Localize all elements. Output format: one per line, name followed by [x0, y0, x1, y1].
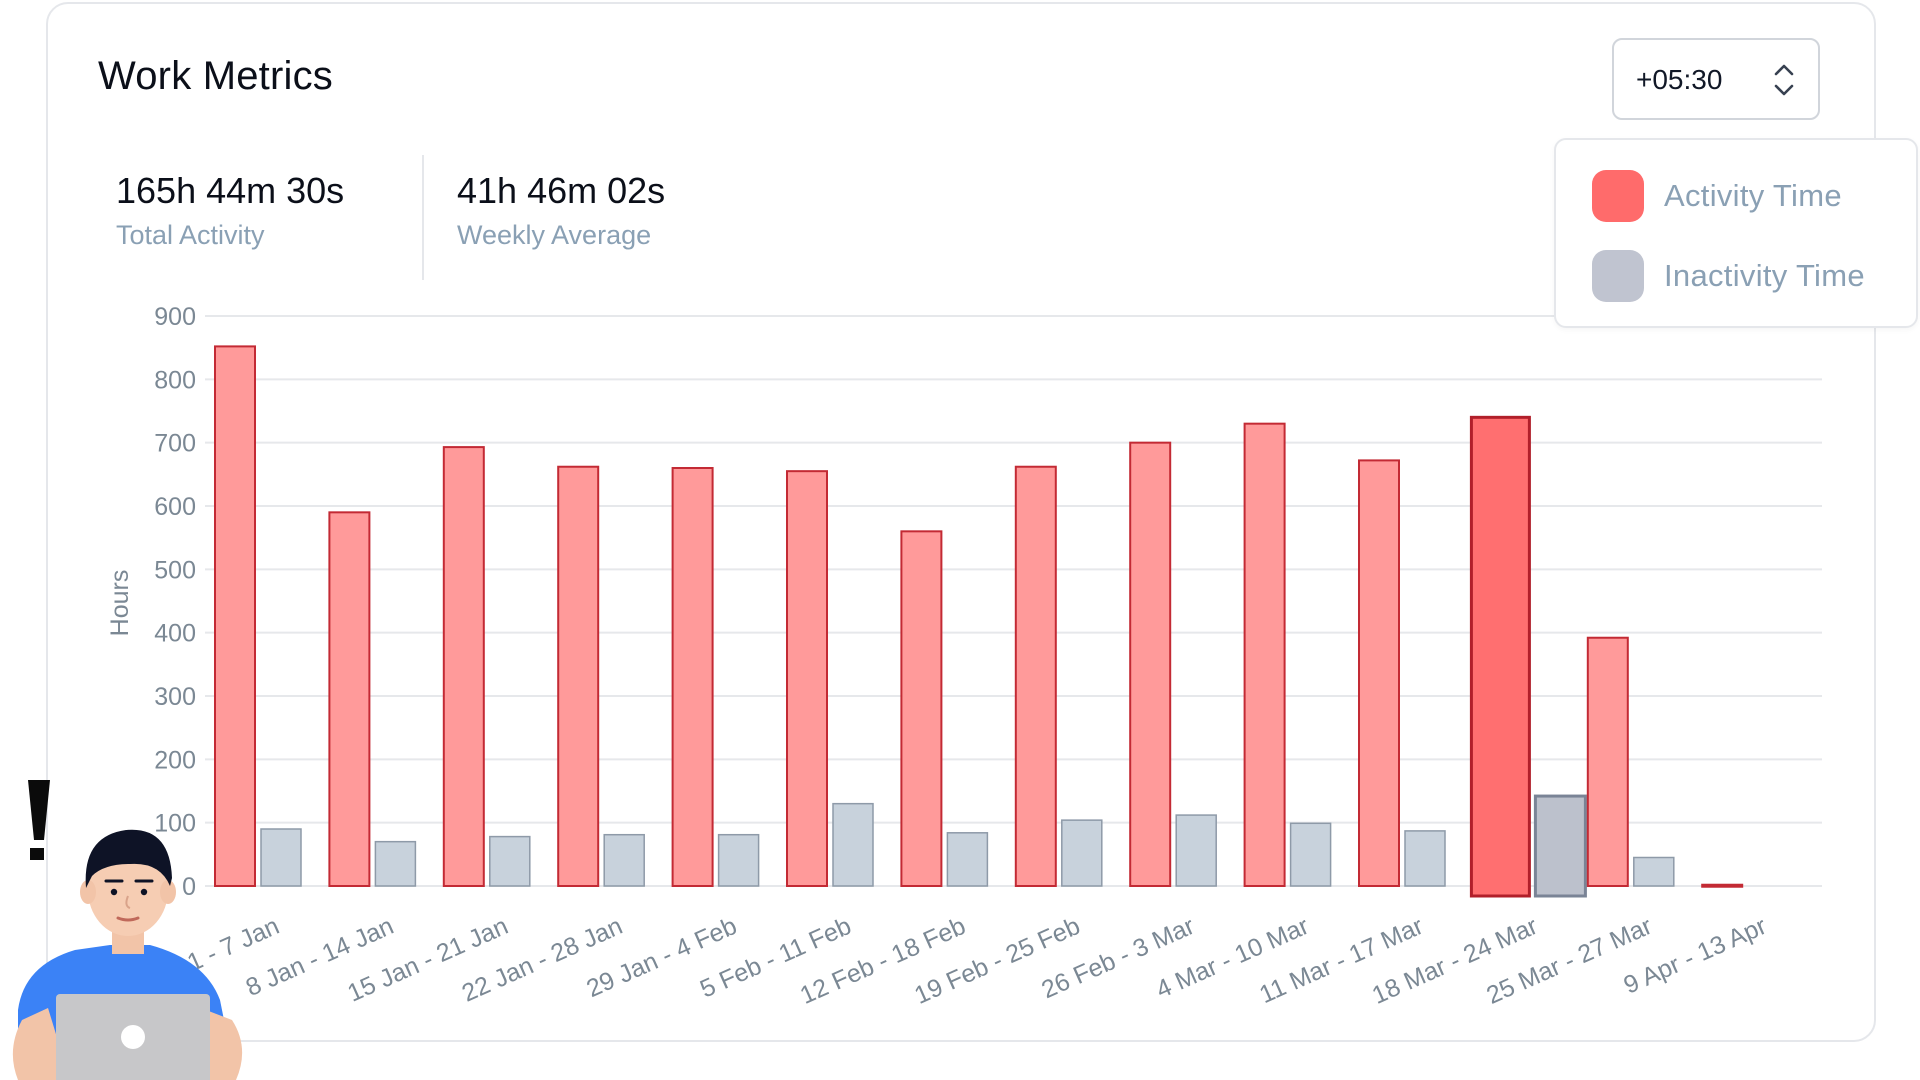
weekly-average-stat: 41h 46m 02s Weekly Average [457, 170, 665, 251]
bar-activity [1129, 441, 1172, 887]
bar-activity [671, 467, 714, 887]
bar-inactivity [1533, 794, 1587, 898]
y-tick-label: 500 [154, 556, 196, 584]
y-tick-label: 700 [154, 430, 196, 458]
total-activity-stat: 165h 44m 30s Total Activity [116, 170, 344, 251]
page-title: Work Metrics [98, 54, 333, 98]
chevron-up-down-icon [1774, 64, 1794, 96]
bar-inactivity [374, 840, 417, 887]
y-tick-label: 0 [182, 873, 196, 901]
weekly-average-value: 41h 46m 02s [457, 170, 666, 211]
bar-inactivity [946, 832, 989, 887]
legend-swatch-activity [1592, 170, 1644, 222]
y-tick-label: 200 [154, 746, 196, 774]
bar-activity [442, 446, 485, 887]
bar-activity [1243, 422, 1286, 887]
person-with-laptop-icon [12, 780, 243, 1080]
bar-activity [1358, 459, 1400, 887]
legend-swatch-inactivity [1592, 250, 1644, 302]
bar-inactivity [1633, 856, 1675, 887]
stats-divider [422, 155, 424, 280]
bar-inactivity [260, 828, 302, 887]
bar-inactivity [717, 833, 760, 887]
y-tick-label: 100 [154, 810, 196, 838]
y-tick-label: 800 [154, 366, 196, 394]
bar-inactivity [1061, 819, 1103, 887]
legend-label-activity: Activity Time [1664, 178, 1842, 213]
timezone-select[interactable]: +05:30 [1612, 38, 1820, 120]
total-activity-label: Total Activity [116, 220, 265, 250]
bar-inactivity [1289, 822, 1332, 887]
bar-inactivity [489, 835, 531, 887]
bar-activity [328, 511, 371, 887]
total-activity-value: 165h 44m 30s [116, 170, 345, 211]
bar-inactivity [1404, 830, 1446, 887]
bar-activity [214, 345, 256, 887]
bar-inactivity [1175, 814, 1217, 887]
y-tick-label: 400 [154, 620, 196, 648]
legend-label-inactivity: Inactivity Time [1664, 258, 1865, 293]
y-tick-label: 600 [154, 493, 196, 521]
bar-activity [1701, 883, 1744, 888]
weekly-average-label: Weekly Average [457, 220, 652, 250]
timezone-value: +05:30 [1636, 64, 1723, 95]
bar-activity [1014, 465, 1057, 887]
bar-activity [900, 530, 943, 887]
y-axis-label: Hours [106, 570, 134, 637]
chart-legend: Activity Time Inactivity Time [1554, 138, 1918, 328]
bar-activity [1586, 636, 1629, 887]
y-tick-label: 300 [154, 683, 196, 711]
legend-item-activity[interactable]: Activity Time [1592, 170, 1842, 222]
exclamation-icon [28, 780, 50, 860]
y-tick-label: 900 [154, 303, 196, 331]
bar-activity [1469, 415, 1531, 898]
bar-inactivity [603, 833, 645, 887]
bar-inactivity [832, 802, 874, 887]
bar-activity [557, 465, 600, 887]
legend-item-inactivity[interactable]: Inactivity Time [1592, 250, 1865, 302]
bar-activity [786, 470, 828, 887]
